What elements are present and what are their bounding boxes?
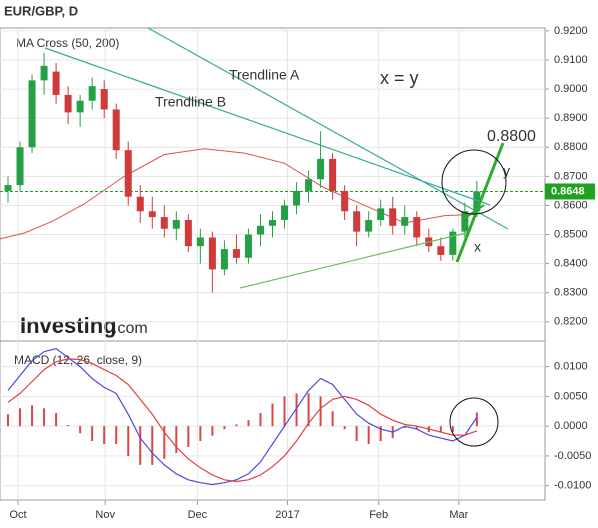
y-tick-label: -0.0100 — [554, 480, 591, 492]
last-price-label: 0.8648 — [551, 185, 585, 197]
candle-body — [437, 246, 445, 255]
annotation: y — [503, 163, 510, 179]
candle-body — [365, 219, 373, 232]
annotation: x = y — [380, 68, 419, 88]
x-tick-label: Mar — [449, 509, 468, 521]
annotation: x — [474, 239, 481, 255]
moving-average — [0, 148, 477, 240]
candle-body — [4, 185, 12, 191]
annotation: Trendline B — [155, 94, 226, 110]
y-tick-label: 0.9100 — [554, 54, 588, 66]
candle-body — [64, 94, 72, 113]
y-tick-label: 0.8800 — [554, 141, 588, 153]
y-tick-label: 0.9200 — [554, 25, 588, 37]
candle-body — [16, 147, 24, 186]
macd-label: MACD (12, 26, close, 9) — [14, 353, 142, 367]
last-price-box — [545, 183, 595, 200]
candle-body — [76, 100, 84, 113]
x-tick-label: Nov — [95, 509, 115, 521]
macd-line — [7, 358, 478, 483]
candle-body — [208, 237, 216, 270]
candle-body — [341, 190, 349, 212]
chart-title: EUR/GBP, D — [4, 3, 78, 18]
candle-body — [281, 205, 289, 220]
y-tick-label: 0.0050 — [554, 390, 588, 402]
y-tick-label: 0.8400 — [554, 258, 588, 270]
x-tick-label: Feb — [369, 509, 388, 521]
candle-body — [401, 217, 409, 226]
logo-suffix: .com — [113, 320, 148, 337]
trendline-a — [147, 27, 509, 230]
xy-line — [461, 204, 485, 221]
x-tick-label: 2017 — [275, 509, 299, 521]
y-tick-label: -0.0050 — [554, 450, 591, 462]
candle-body — [88, 86, 96, 101]
candle-body — [184, 219, 192, 247]
xy-line — [455, 142, 505, 263]
candle-body — [353, 211, 361, 232]
y-tick-label: 0.8300 — [554, 287, 588, 299]
candle-body — [160, 217, 168, 229]
candle-body — [377, 208, 385, 220]
trendline-b — [44, 47, 491, 206]
candle-body — [136, 196, 144, 212]
support-line — [239, 231, 471, 289]
candle-body — [100, 89, 108, 110]
y-tick-label: 0.8200 — [554, 316, 588, 328]
candle-body — [256, 225, 264, 235]
candle-body — [329, 158, 337, 191]
candle-body — [232, 249, 240, 258]
candle-body — [269, 219, 276, 226]
y-tick-label: 0.8600 — [554, 199, 588, 211]
candle-body — [148, 211, 156, 218]
candle-body — [244, 234, 252, 258]
candle-body — [413, 217, 421, 238]
y-tick-label: 0.9000 — [554, 83, 588, 95]
x-tick-label: Oct — [9, 509, 26, 521]
candle-body — [28, 80, 36, 148]
candle-body — [305, 179, 313, 191]
candle-body — [317, 158, 325, 180]
y-tick-label: 0.0100 — [554, 361, 588, 373]
highlight-circle — [441, 149, 507, 215]
y-tick-label: 0.0000 — [554, 420, 588, 432]
candle-body — [196, 237, 204, 247]
candle-body — [124, 150, 132, 197]
candle-body — [449, 231, 457, 255]
highlight-circle — [449, 397, 499, 447]
candle-body — [461, 211, 469, 232]
logo-brand: Investing — [20, 313, 117, 338]
y-tick-label: 0.8900 — [554, 112, 588, 124]
y-tick-label: 0.8700 — [554, 170, 588, 182]
x-tick-label: Dec — [188, 509, 208, 521]
candle-body — [293, 190, 301, 206]
candle-body — [40, 65, 48, 81]
candle-body — [220, 249, 228, 270]
candle-body — [389, 208, 397, 226]
candle-body — [112, 109, 120, 151]
y-tick-label: 0.8500 — [554, 228, 588, 240]
candle-body — [172, 219, 180, 229]
candle-body — [52, 71, 60, 95]
annotation: 0.8800 — [487, 128, 536, 145]
indicator-label: MA Cross (50, 200) — [16, 36, 119, 50]
candle-body — [473, 191, 481, 212]
annotation: Trendline A — [229, 67, 300, 83]
macd-line — [7, 348, 478, 486]
